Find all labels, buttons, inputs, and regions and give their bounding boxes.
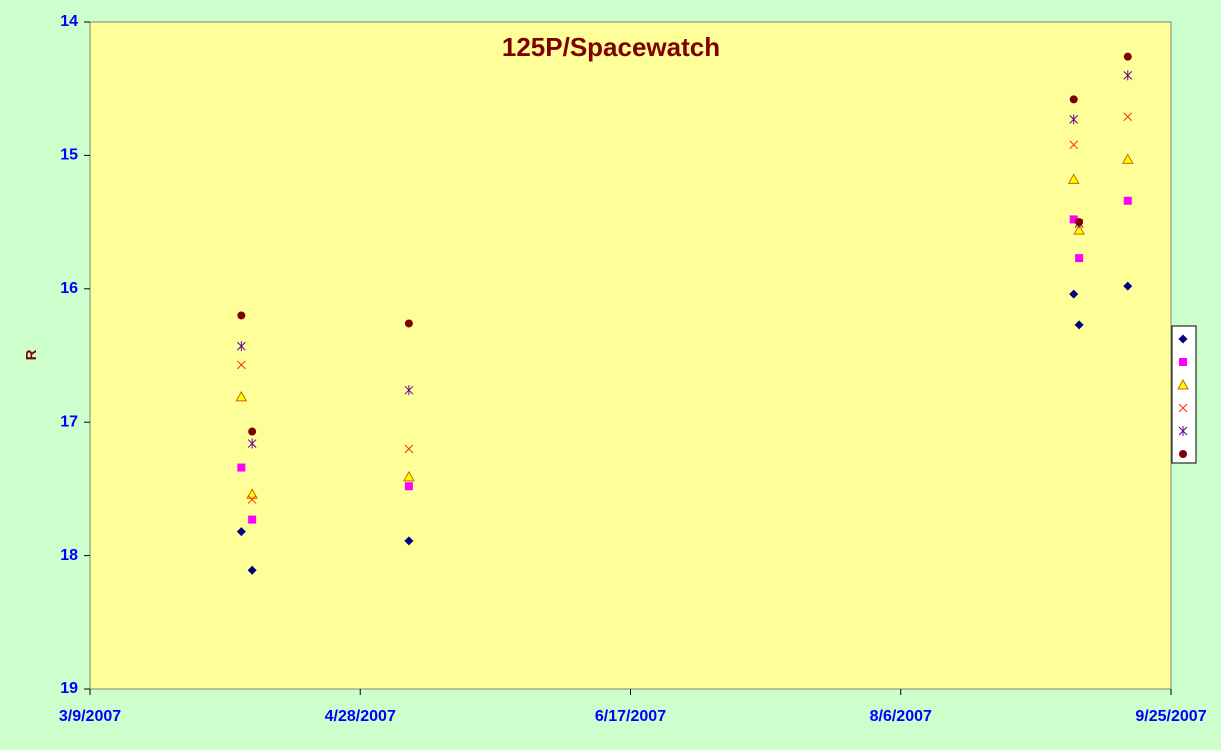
x-tick-label: 8/6/2007 (870, 708, 932, 725)
y-tick-label: 15 (60, 147, 78, 164)
point (1123, 196, 1132, 205)
point (404, 482, 413, 491)
point (1069, 114, 1079, 125)
point (404, 385, 414, 396)
legend (1171, 325, 1197, 464)
point (1123, 281, 1133, 291)
point (404, 319, 413, 328)
y-tick-label: 18 (60, 547, 78, 564)
point (236, 341, 246, 352)
x-tick-label: 4/28/2007 (325, 708, 396, 725)
point (1075, 254, 1084, 263)
x-tick-label: 6/17/2007 (595, 708, 666, 725)
point (1075, 218, 1084, 227)
point (1069, 95, 1078, 104)
legend-marker (1178, 426, 1188, 436)
point (1074, 320, 1084, 330)
legend-marker (1179, 450, 1187, 458)
point (1123, 70, 1133, 81)
point (1123, 52, 1132, 61)
point (1067, 173, 1080, 184)
point (403, 470, 415, 482)
legend-marker (1178, 334, 1188, 344)
y-tick-label: 14 (60, 13, 78, 30)
legend-marker (1179, 358, 1187, 366)
point (237, 463, 246, 472)
point (247, 438, 257, 449)
point (1069, 215, 1078, 224)
x-tick-label: 9/25/2007 (1135, 708, 1206, 725)
point (236, 360, 246, 370)
point (1069, 289, 1079, 299)
point (1123, 112, 1133, 122)
point (247, 565, 257, 575)
point (1073, 224, 1085, 235)
point (235, 390, 248, 402)
point (247, 495, 257, 504)
point (237, 311, 246, 320)
point (404, 536, 414, 546)
chart-title: 125P/Spacewatch (502, 32, 720, 62)
point (248, 515, 257, 524)
y-tick-label: 19 (60, 680, 78, 697)
legend-marker (1178, 403, 1188, 413)
x-tick-label: 3/9/2007 (59, 708, 121, 725)
point (1069, 140, 1079, 150)
point (1121, 153, 1134, 164)
plot-area (89, 21, 1172, 690)
y-tick-label: 16 (60, 280, 78, 297)
point (236, 527, 246, 537)
y-tick-label: 17 (60, 413, 78, 430)
point (246, 488, 258, 499)
y-axis-label: R (23, 349, 40, 360)
point (248, 427, 257, 436)
legend-marker (1177, 378, 1189, 390)
point (404, 444, 414, 454)
